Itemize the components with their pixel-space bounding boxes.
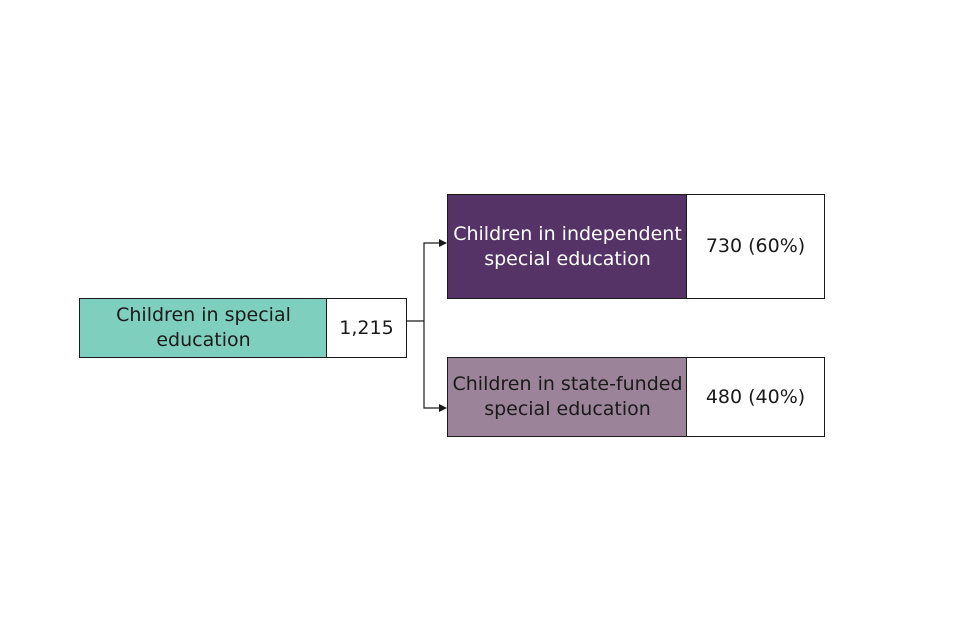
- independent-node-label: Children in independent special educatio…: [447, 194, 687, 299]
- root-node-value: 1,215: [326, 298, 407, 358]
- connector-to-independent: [407, 239, 447, 322]
- independent-node-value: 730 (60%): [686, 194, 825, 299]
- state-funded-node-value: 480 (40%): [686, 357, 825, 437]
- connector-to-state-funded: [423, 321, 447, 412]
- state-funded-node-label: Children in state-funded special educati…: [447, 357, 687, 437]
- root-node-label: Children in special education: [79, 298, 327, 358]
